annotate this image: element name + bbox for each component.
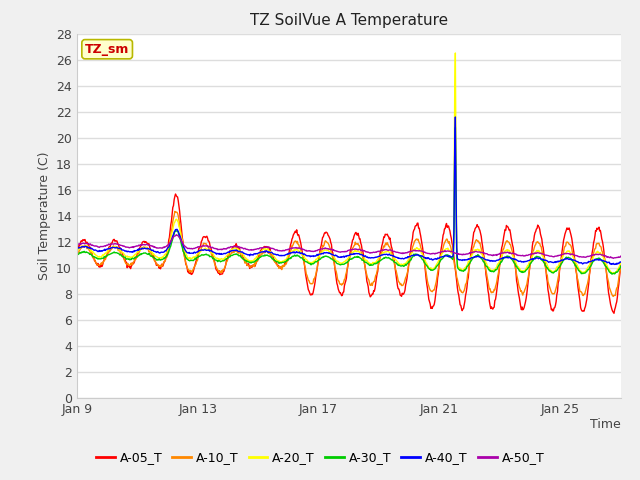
X-axis label: Time: Time [590, 418, 621, 431]
Y-axis label: Soil Temperature (C): Soil Temperature (C) [38, 152, 51, 280]
Legend: A-05_T, A-10_T, A-20_T, A-30_T, A-40_T, A-50_T: A-05_T, A-10_T, A-20_T, A-30_T, A-40_T, … [91, 446, 549, 469]
Title: TZ SoilVue A Temperature: TZ SoilVue A Temperature [250, 13, 448, 28]
Text: TZ_sm: TZ_sm [85, 43, 129, 56]
